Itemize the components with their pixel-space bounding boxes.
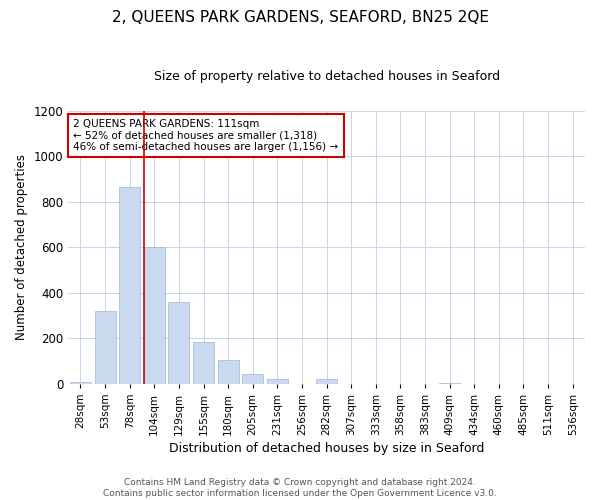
Title: Size of property relative to detached houses in Seaford: Size of property relative to detached ho… bbox=[154, 70, 500, 83]
Bar bbox=[193, 342, 214, 384]
Text: Contains HM Land Registry data © Crown copyright and database right 2024.
Contai: Contains HM Land Registry data © Crown c… bbox=[103, 478, 497, 498]
Text: 2 QUEENS PARK GARDENS: 111sqm
← 52% of detached houses are smaller (1,318)
46% o: 2 QUEENS PARK GARDENS: 111sqm ← 52% of d… bbox=[73, 119, 338, 152]
Y-axis label: Number of detached properties: Number of detached properties bbox=[15, 154, 28, 340]
Bar bbox=[439, 383, 460, 384]
Bar bbox=[144, 247, 165, 384]
X-axis label: Distribution of detached houses by size in Seaford: Distribution of detached houses by size … bbox=[169, 442, 484, 455]
Bar bbox=[95, 312, 116, 384]
Bar bbox=[119, 188, 140, 384]
Text: 2, QUEENS PARK GARDENS, SEAFORD, BN25 2QE: 2, QUEENS PARK GARDENS, SEAFORD, BN25 2Q… bbox=[112, 10, 488, 25]
Bar bbox=[267, 380, 288, 384]
Bar bbox=[242, 374, 263, 384]
Bar bbox=[316, 380, 337, 384]
Bar bbox=[218, 360, 239, 384]
Bar bbox=[169, 302, 190, 384]
Bar bbox=[70, 382, 91, 384]
